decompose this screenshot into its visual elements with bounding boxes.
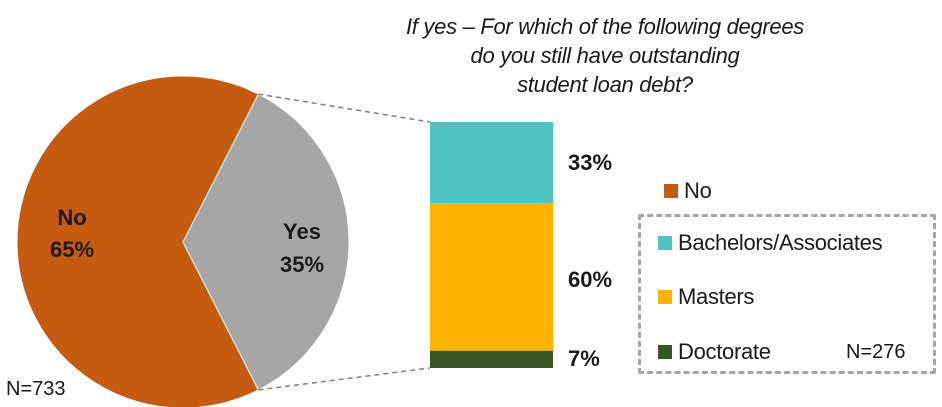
pie-label-yes-name: Yes (283, 219, 321, 244)
legend-item-bachelors: Bachelors/Associates (658, 230, 883, 256)
pie-chart (16, 75, 350, 407)
bar-chart-title: If yes – For which of the following degr… (360, 12, 850, 99)
legend-label-doctorate: Doctorate (678, 339, 771, 364)
title-line-1: If yes – For which of the following degr… (406, 14, 804, 39)
legend-label-masters: Masters (678, 284, 755, 309)
title-line-3: student loan debt? (517, 72, 693, 97)
legend-item-no: No (664, 178, 712, 204)
bar-segment-bachelors-associates (430, 122, 553, 204)
pie-label-yes-value: 35% (279, 252, 325, 277)
bar-label-masters: 60% (568, 267, 613, 292)
title-line-2: do you still have outstanding (470, 43, 740, 68)
pie-label-no-value: 65% (49, 237, 95, 262)
connector-line-bottom (258, 367, 431, 391)
pie-label-no: No 65% (42, 202, 102, 266)
bar-segment-doctorate (430, 350, 553, 368)
stacked-bar-chart (430, 122, 553, 368)
legend-swatch-doctorate (658, 345, 672, 359)
legend-label-bachelors: Bachelors/Associates (678, 230, 883, 255)
legend-swatch-bachelors (658, 236, 672, 250)
bar-label-doctorate: 7% (568, 346, 600, 371)
bar-segment-masters (430, 203, 553, 351)
pie-slice-yes (182, 93, 350, 391)
connector-line-top (258, 93, 431, 123)
legend-item-masters: Masters (658, 284, 754, 310)
pie-bar-connector (258, 93, 431, 391)
legend-dashed-box (638, 214, 936, 374)
legend-label-no: No (684, 178, 712, 203)
legend-item-doctorate: Doctorate (658, 339, 771, 365)
legend-swatch-masters (658, 290, 672, 304)
bar-n-label: N=276 (846, 341, 906, 363)
pie-label-yes: Yes 35% (270, 215, 334, 281)
pie-n-label: N=733 (6, 378, 66, 400)
pie-label-no-name: No (57, 205, 87, 230)
legend-swatch-no (664, 184, 678, 198)
bar-label-bachelors: 33% (568, 150, 613, 175)
